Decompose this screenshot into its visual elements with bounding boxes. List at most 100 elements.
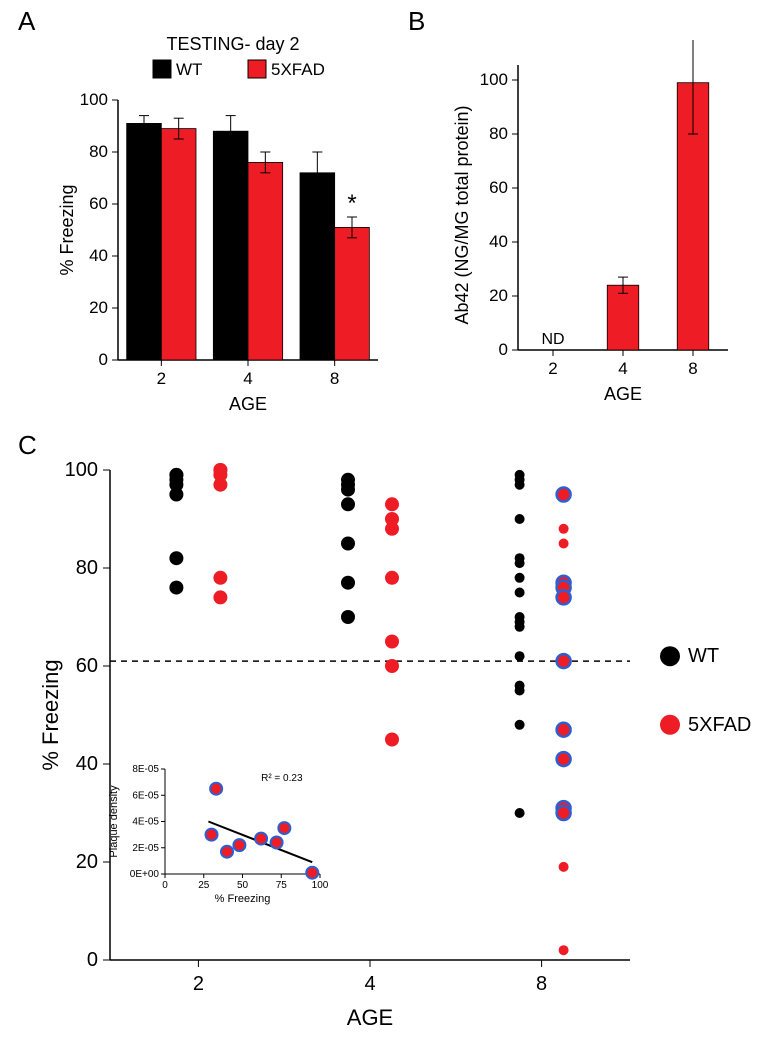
chart-title: TESTING- day 2 — [166, 34, 299, 54]
figure-container: A B C TESTING- day 2WT5XFAD020406080100%… — [0, 0, 782, 1050]
data-point — [515, 622, 525, 632]
svg-text:60: 60 — [89, 194, 108, 213]
svg-text:40: 40 — [76, 753, 98, 775]
data-point — [213, 478, 227, 492]
x-axis-label: AGE — [347, 1005, 393, 1030]
data-point — [557, 723, 571, 737]
panel-a-chart: TESTING- day 2 WT5XFAD 0 20 40 60 80 100 % Freez… — [48, 20, 408, 420]
significance-marker: * — [347, 190, 356, 217]
y-axis-label: Ab42 (NG/MG total protein) — [452, 105, 472, 324]
panel-label-a: A — [18, 6, 35, 37]
data-point — [515, 808, 525, 818]
data-point — [515, 651, 525, 661]
svg-text:25: 25 — [198, 880, 210, 891]
inset-point — [306, 867, 318, 879]
data-point — [515, 720, 525, 730]
inset-point — [221, 846, 233, 858]
svg-text:100: 100 — [65, 459, 98, 481]
data-point — [213, 571, 227, 585]
data-point — [385, 522, 399, 536]
data-point — [515, 686, 525, 696]
data-point — [169, 551, 183, 565]
svg-text:100: 100 — [80, 90, 108, 109]
y-axis-label: % Freezing — [57, 184, 77, 275]
svg-text:20: 20 — [89, 298, 108, 317]
data-point — [341, 576, 355, 590]
inset-point — [210, 783, 222, 795]
bar — [300, 173, 335, 360]
svg-text:50: 50 — [237, 880, 249, 891]
svg-text:2E-05: 2E-05 — [132, 843, 159, 854]
data-point — [385, 635, 399, 649]
x-axis-label: AGE — [229, 394, 267, 414]
svg-text:40: 40 — [89, 246, 108, 265]
data-point — [385, 659, 399, 673]
svg-text:80: 80 — [76, 557, 98, 579]
svg-text:8: 8 — [330, 369, 339, 388]
data-point — [341, 497, 355, 511]
svg-text:WT: WT — [688, 645, 719, 667]
inset-point — [255, 833, 267, 845]
svg-text:6E-05: 6E-05 — [132, 790, 159, 801]
bar — [335, 227, 370, 360]
data-point — [515, 573, 525, 583]
x-axis-label: AGE — [604, 384, 642, 404]
svg-text:20: 20 — [76, 851, 98, 873]
svg-text:5XFAD: 5XFAD — [688, 714, 751, 736]
bar — [213, 131, 248, 360]
y-axis-label: % Freezing — [38, 659, 63, 770]
data-point — [557, 590, 571, 604]
svg-text:80: 80 — [89, 142, 108, 161]
data-point — [515, 558, 525, 568]
bar — [607, 285, 639, 350]
data-point — [385, 733, 399, 747]
svg-text:4E-05: 4E-05 — [132, 817, 159, 828]
svg-text:60: 60 — [76, 655, 98, 677]
nd-label: ND — [541, 331, 564, 348]
svg-text:8: 8 — [536, 973, 547, 995]
svg-text:4: 4 — [364, 973, 375, 995]
data-point — [515, 588, 525, 598]
data-point — [557, 806, 571, 820]
data-point — [341, 537, 355, 551]
inset-chart: 0E+002E-054E-056E-058E-050255075100Plaqu… — [108, 764, 329, 905]
bar — [248, 162, 283, 360]
data-point — [559, 539, 569, 549]
svg-text:20: 20 — [489, 286, 508, 305]
svg-text:5XFAD: 5XFAD — [271, 60, 325, 79]
data-point — [515, 480, 525, 490]
r2-label: R² = 0.23 — [261, 773, 303, 784]
legend: WT5XFAD — [153, 60, 325, 79]
bar — [161, 129, 196, 360]
data-point — [341, 483, 355, 497]
data-point — [385, 497, 399, 511]
svg-text:Plaque density: Plaque density — [108, 785, 120, 858]
data-point — [515, 514, 525, 524]
svg-text:8: 8 — [688, 359, 697, 378]
data-point — [557, 654, 571, 668]
svg-text:2: 2 — [157, 369, 166, 388]
data-point — [557, 752, 571, 766]
data-point — [559, 524, 569, 534]
svg-text:2: 2 — [548, 359, 557, 378]
svg-text:4: 4 — [243, 369, 252, 388]
svg-text:100: 100 — [312, 880, 329, 891]
data-point — [341, 610, 355, 624]
data-point — [559, 945, 569, 955]
svg-text:4: 4 — [618, 359, 627, 378]
svg-text:0: 0 — [99, 350, 108, 369]
svg-text:0: 0 — [87, 949, 98, 971]
data-point — [559, 862, 569, 872]
data-point — [169, 488, 183, 502]
svg-text:60: 60 — [489, 178, 508, 197]
svg-text:75: 75 — [276, 880, 288, 891]
bar — [127, 123, 162, 360]
panel-c-chart: 020406080100% Freezing248AGEWT5XFAD0E+00… — [30, 450, 770, 1040]
inset-point — [271, 837, 283, 849]
panel-label-b: B — [408, 6, 425, 37]
svg-text:80: 80 — [489, 124, 508, 143]
data-point — [385, 571, 399, 585]
data-point — [557, 488, 571, 502]
data-point — [169, 581, 183, 595]
svg-text:8E-05: 8E-05 — [132, 764, 159, 775]
